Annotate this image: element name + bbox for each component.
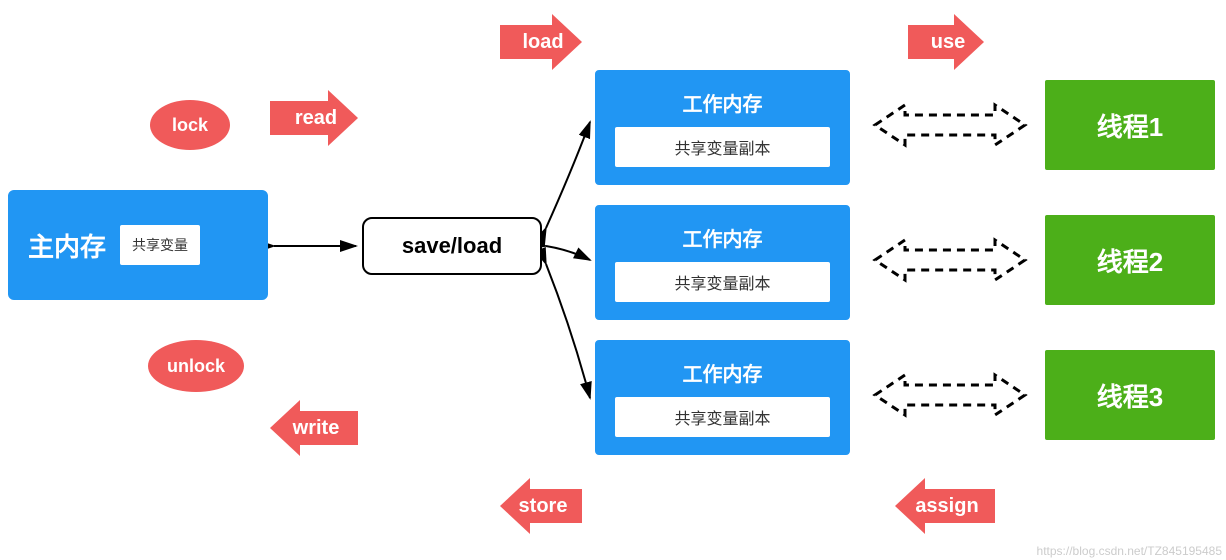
load-arrow: load — [500, 14, 586, 70]
unlock-label: unlock — [167, 356, 225, 377]
work-memory-1-inner: 共享变量副本 — [615, 127, 830, 167]
lock-label: lock — [172, 115, 208, 136]
thread-2: 线程2 — [1045, 215, 1215, 305]
thread-1: 线程1 — [1045, 80, 1215, 170]
watermark-text: https://blog.csdn.net/TZ845195485 — [1037, 544, 1222, 558]
dashed-arrow-2 — [870, 235, 1030, 285]
assign-arrow-label: assign — [895, 495, 999, 518]
main-memory-inner: 共享变量 — [120, 225, 200, 265]
main-memory-box: 主内存 共享变量 — [8, 190, 268, 300]
write-arrow: write — [270, 400, 362, 456]
assign-arrow: assign — [895, 478, 999, 534]
work-memory-3-inner: 共享变量副本 — [615, 397, 830, 437]
arrow-save-work3 — [546, 264, 590, 398]
write-arrow-label: write — [270, 417, 362, 440]
read-arrow: read — [270, 90, 362, 146]
work-memory-1: 工作内存 共享变量副本 — [595, 70, 850, 185]
work-memory-2-inner: 共享变量副本 — [615, 262, 830, 302]
work-memory-2: 工作内存 共享变量副本 — [595, 205, 850, 320]
unlock-pill: unlock — [148, 340, 244, 392]
save-load-label: save/load — [402, 233, 502, 259]
lock-pill: lock — [150, 100, 230, 150]
work-memory-1-title: 工作内存 — [683, 88, 763, 117]
use-arrow-label: use — [908, 31, 988, 54]
dashed-arrow-3 — [870, 370, 1030, 420]
store-arrow: store — [500, 478, 586, 534]
dashed-arrow-1 — [870, 100, 1030, 150]
thread-1-label: 线程1 — [1097, 107, 1163, 144]
thread-3: 线程3 — [1045, 350, 1215, 440]
thread-3-label: 线程3 — [1097, 377, 1163, 414]
work-memory-2-title: 工作内存 — [683, 223, 763, 252]
read-arrow-label: read — [270, 107, 362, 130]
work-memory-3: 工作内存 共享变量副本 — [595, 340, 850, 455]
arrow-save-work2 — [546, 246, 590, 260]
load-arrow-label: load — [500, 31, 586, 54]
save-load-box: save/load — [362, 217, 542, 275]
use-arrow: use — [908, 14, 988, 70]
work-memory-3-title: 工作内存 — [683, 358, 763, 387]
watermark: https://blog.csdn.net/TZ845195485 — [1037, 544, 1222, 558]
thread-2-label: 线程2 — [1097, 242, 1163, 279]
store-arrow-label: store — [500, 495, 586, 518]
main-memory-title: 主内存 — [28, 227, 106, 264]
arrow-save-work1 — [546, 122, 590, 228]
